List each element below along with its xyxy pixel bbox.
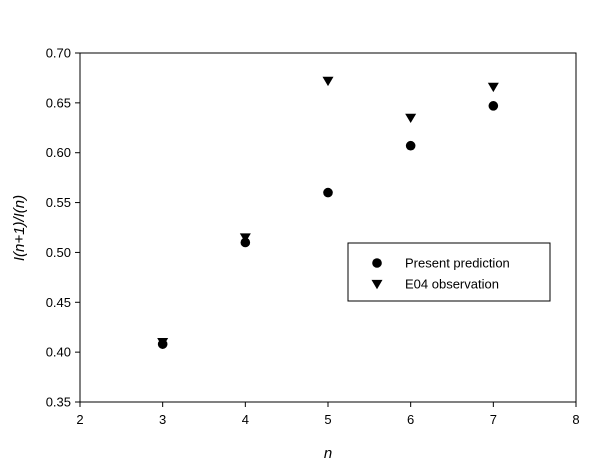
x-tick-label: 7 (490, 412, 497, 427)
x-axis-label: n (324, 445, 332, 462)
data-point-triangle (322, 76, 334, 87)
series-present-prediction (157, 101, 499, 349)
y-axis: 0.35 0.40 0.45 0.50 0.55 0.60 0.65 0.70 (46, 46, 80, 410)
y-tick-label: 0.35 (46, 395, 71, 410)
y-tick-label: 0.60 (46, 145, 71, 160)
x-tick-label: 4 (242, 412, 249, 427)
data-point-triangle (239, 233, 251, 243)
x-tick-label: 5 (324, 412, 331, 427)
legend-label: E04 observation (405, 277, 499, 292)
plot-frame (79, 52, 577, 403)
y-tick-label: 0.45 (46, 295, 71, 310)
data-point-circle (405, 140, 416, 151)
data-point-triangle (157, 338, 169, 348)
series-e04-observation (157, 76, 499, 348)
y-tick-label: 0.50 (46, 245, 71, 260)
data-point-triangle (487, 82, 499, 93)
data-points (157, 76, 499, 349)
legend-label: Present prediction (405, 256, 510, 271)
x-tick-label: 6 (407, 412, 414, 427)
data-point-circle (323, 187, 333, 198)
legend-triangle-marker (371, 279, 383, 290)
y-tick-label: 0.40 (46, 345, 71, 360)
x-axis: 2 3 4 5 6 7 8 (76, 402, 580, 427)
legend: Present prediction E04 observation (347, 242, 551, 302)
legend-circle-marker (372, 258, 382, 268)
x-tick-label: 3 (159, 412, 166, 427)
data-point-triangle (405, 113, 417, 124)
y-axis-label: I(n+1)/I(n) (11, 195, 28, 261)
y-tick-label: 0.65 (46, 95, 71, 110)
x-tick-label: 8 (572, 412, 579, 427)
y-tick-label: 0.55 (46, 195, 71, 210)
data-point-circle (488, 101, 499, 111)
x-tick-label: 2 (76, 412, 83, 427)
legend-box (347, 242, 551, 302)
y-tick-label: 0.70 (46, 46, 71, 61)
